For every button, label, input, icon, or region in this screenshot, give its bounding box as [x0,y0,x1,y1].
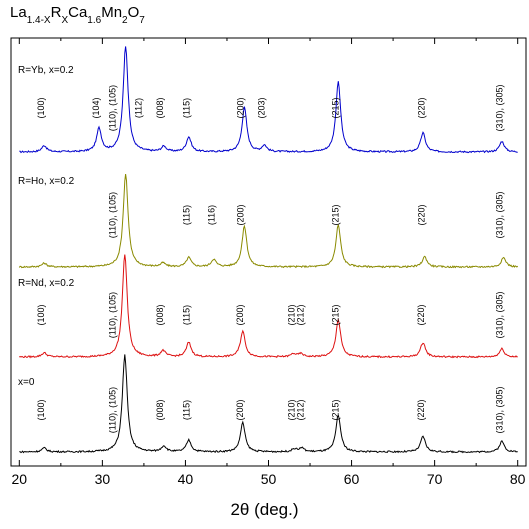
peak-label: (215) [330,304,340,325]
pattern-line [18,254,518,359]
peak-label: (008) [155,399,165,420]
title-part: La [10,4,27,21]
title-subscript: 1.6 [87,15,102,26]
peak-label: (100) [36,399,46,420]
peak-label: (212) [295,304,305,325]
peak-label: (220) [417,204,427,225]
pattern-line [19,354,518,454]
x-tick-label: 40 [178,471,194,487]
title-part: Mn [101,4,123,21]
peak-label: (100) [36,304,46,325]
series-label: x=0 [18,377,35,388]
peak-label: (115) [182,98,192,118]
peak-label: (310), (305) [495,84,505,131]
title-subscript: X [61,15,69,26]
series-label: R=Nd, x=0.2 [18,278,75,289]
plot-frame [10,37,527,467]
peak-label: (110), (105) [108,192,118,238]
peak-label: (200) [236,97,246,118]
peak-label: (220) [416,399,426,420]
peak-label: (310), (305) [495,191,505,238]
peak-label: (200) [235,304,245,325]
series-label: R=Ho, x=0.2 [18,176,75,187]
peak-label: (310), (305) [495,291,505,338]
peak-label: (200) [236,204,246,225]
peak-label: (210) [286,399,296,420]
series-label: R=Yb, x=0.2 [18,65,74,76]
peak-label: (115) [182,205,192,225]
peak-label: (200) [235,399,245,420]
peak-label: (115) [182,400,192,420]
peak-label: (110), (105) [108,387,118,433]
x-tick-label: 80 [510,471,526,487]
peak-label: (100) [36,97,46,118]
peak-label: (008) [155,304,165,325]
title-part: Ca [68,4,88,21]
title-part: O [127,4,140,21]
title-subscript: 1.4-X [26,15,51,26]
peak-label: (112) [133,98,143,118]
peak-label: (220) [416,304,426,325]
peak-label: (203) [256,97,266,118]
x-axis-label: 2θ (deg.) [230,500,299,519]
peak-label: (215) [330,97,340,118]
peak-label: (115) [182,305,192,325]
peak-label: (110), (105) [108,85,118,131]
peak-label: (215) [330,399,340,420]
x-tick-label: 60 [344,471,360,487]
title-subscript: 2 [122,15,128,26]
peak-label: (110), (105) [108,292,118,338]
peak-label: (212) [295,399,305,420]
chart-title: La1.4-XRXCa1.6Mn2O7 [10,4,145,26]
pattern-line [18,174,519,269]
x-tick-label: 50 [261,471,277,487]
x-tick-label: 30 [95,471,111,487]
pattern-line [19,46,518,154]
x-tick-label: 70 [427,471,443,487]
x-tick-label: 20 [12,471,28,487]
peak-label: (220) [417,97,427,118]
peak-label: (210) [286,304,296,325]
peak-label: (116) [207,205,217,225]
peak-label: (008) [155,97,165,118]
peak-label: (310), (305) [495,386,505,433]
title-part: R [50,4,62,21]
peak-label: (104) [91,97,101,118]
peak-label: (215) [330,204,340,225]
title-subscript: 7 [139,15,145,26]
